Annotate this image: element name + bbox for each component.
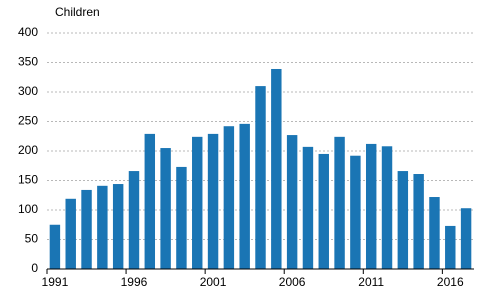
bar	[160, 148, 171, 269]
y-tick-label: 250	[18, 114, 38, 128]
bar	[413, 174, 424, 269]
x-tick-label: 1991	[42, 275, 69, 289]
bar	[81, 189, 92, 269]
bar	[176, 166, 187, 269]
bar	[271, 68, 282, 270]
bar	[97, 185, 108, 269]
y-tick-label: 50	[25, 232, 39, 246]
y-tick-label: 350	[18, 55, 38, 69]
bar	[144, 133, 156, 269]
x-tick-label: 2011	[358, 275, 384, 289]
bar	[255, 86, 266, 269]
bar	[381, 146, 393, 269]
y-tick-label: 100	[18, 202, 38, 216]
y-tick-label: 300	[18, 84, 38, 98]
bar	[429, 197, 440, 269]
bar	[65, 198, 76, 269]
bar	[128, 171, 140, 269]
bar	[223, 126, 235, 269]
bar	[302, 146, 314, 269]
bar	[397, 171, 409, 269]
y-tick-label: 200	[18, 143, 38, 157]
bar	[445, 225, 456, 269]
bar	[460, 208, 472, 269]
bar	[350, 155, 361, 269]
x-tick-label: 2001	[200, 275, 227, 289]
bar	[192, 136, 203, 269]
bar	[49, 224, 61, 269]
bar	[318, 153, 329, 269]
y-tick-label: 400	[18, 25, 38, 39]
bar	[286, 135, 298, 269]
bar	[365, 143, 377, 269]
bar	[334, 136, 345, 269]
x-tick-label: 2006	[279, 275, 306, 289]
y-tick-label: 0	[31, 261, 38, 275]
bar	[207, 133, 219, 269]
x-tick-label: 2016	[437, 275, 464, 289]
y-tick-label: 150	[18, 173, 38, 187]
y-axis-label: Children	[55, 5, 100, 19]
bar	[112, 184, 124, 269]
x-tick-label: 1996	[121, 275, 148, 289]
bar	[239, 123, 250, 269]
